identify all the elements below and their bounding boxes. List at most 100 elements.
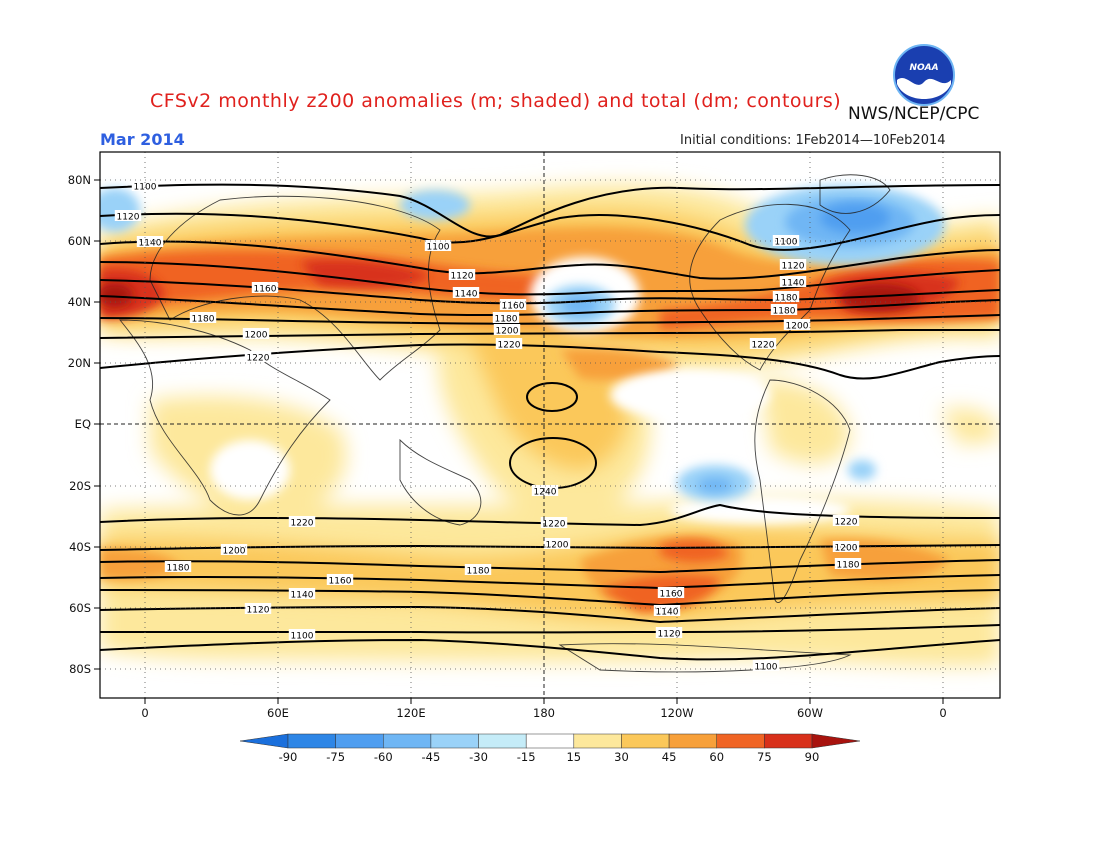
contour-label: 1220 (247, 354, 270, 364)
contour-label-bg (779, 259, 807, 270)
initial-conditions: Initial conditions: 1Feb2014—10Feb2014 (680, 133, 946, 148)
contour-label: 1200 (835, 544, 858, 554)
contour-label: 1160 (502, 302, 525, 312)
contour-label-bg (772, 235, 800, 246)
contour-label: 1120 (658, 630, 681, 640)
agency-label: NWS/NCEP/CPC (848, 104, 980, 124)
colorbar-label: -90 (279, 750, 298, 764)
contour-label-bg (770, 304, 798, 315)
lon-label: 0 (939, 706, 946, 720)
contour-label: 1160 (254, 285, 277, 295)
contour-label: 1120 (451, 272, 474, 282)
latitude-labels: 80N 60N 40N 20N EQ 20S 40S 60S 80S (68, 173, 91, 676)
contour-label: 1180 (467, 567, 490, 577)
lat-label: EQ (75, 417, 91, 431)
colorbar-label: 15 (566, 750, 581, 764)
contour-label-bg (448, 269, 476, 280)
contour-label: 1140 (782, 279, 805, 289)
lon-label: 60E (267, 706, 289, 720)
colorbar-label: -30 (469, 750, 488, 764)
contour-label: 1100 (291, 632, 314, 642)
contour-label: 1100 (755, 663, 778, 673)
contour-label-bg (136, 236, 164, 247)
colorbar-label: 90 (805, 750, 820, 764)
colorbar-swatch (478, 733, 527, 749)
colorbar-swatch (525, 733, 575, 749)
contour-label: 1140 (139, 239, 162, 249)
contour-label-bg (493, 324, 521, 335)
contour-label: 1180 (192, 315, 215, 325)
contour-label: 1220 (543, 520, 566, 530)
contour-label: 1240 (534, 488, 557, 498)
contour-label-bg (244, 603, 272, 614)
contour-label-bg (495, 338, 523, 349)
longitude-labels: 0 60E 120E 180 120W 60W 0 (141, 706, 946, 720)
contour-label-bg (326, 574, 354, 585)
contour-label: 1220 (498, 341, 521, 351)
contour-label: 1220 (835, 518, 858, 528)
colorbar-swatch (430, 733, 479, 749)
contour-label-bg (779, 276, 807, 287)
contour-label-bg (189, 312, 217, 323)
contour-label-bg (242, 328, 270, 339)
colorbar-swatch (573, 733, 622, 749)
contour-label: 1180 (837, 561, 860, 571)
colorbar-label: -60 (374, 750, 393, 764)
contour-label: 1120 (247, 606, 270, 616)
colorbar-swatch (716, 733, 765, 749)
colorbar-label: 30 (614, 750, 629, 764)
contour-label-bg (244, 351, 272, 362)
contour-label-bg (288, 588, 316, 599)
contour-label-bg (131, 180, 159, 191)
contour-label-bg (288, 516, 316, 527)
contour-label: 1220 (291, 519, 314, 529)
colorbar-arrow-right (811, 733, 861, 749)
noaa-logo: NOAA (893, 44, 955, 106)
lat-label: 40S (69, 540, 91, 554)
contour-label-bg (657, 587, 685, 598)
contour-label-bg (653, 605, 681, 616)
lat-label: 60S (69, 601, 91, 615)
lat-label: 20N (68, 356, 91, 370)
colorbar-swatch (621, 733, 670, 749)
contour-label: 1100 (427, 243, 450, 253)
lat-label: 20S (69, 479, 91, 493)
contour-label: 1200 (786, 322, 809, 332)
contour-label-bg (499, 299, 527, 310)
contour-label: 1200 (223, 547, 246, 557)
lon-label: 120E (396, 706, 425, 720)
contour-label-bg (749, 338, 777, 349)
lat-label: 40N (68, 295, 91, 309)
colorbar-swatch (764, 733, 813, 749)
contour-label: 1160 (329, 577, 352, 587)
contour-label: 1200 (496, 327, 519, 337)
contour-label-bg (832, 541, 860, 552)
contour-label-bg (832, 515, 860, 526)
colorbar-swatch (335, 733, 384, 749)
contour-label: 1120 (117, 213, 140, 223)
contour-label: 1100 (775, 238, 798, 248)
contour-label: 1120 (782, 262, 805, 272)
contour-label-bg (424, 240, 452, 251)
lon-label: 60W (797, 706, 823, 720)
height-contours (100, 183, 1000, 661)
contour-label: 1140 (455, 290, 478, 300)
contour-label: 1220 (752, 341, 775, 351)
contour-label: 1180 (773, 307, 796, 317)
contour-label: 1180 (495, 315, 518, 325)
contour-label-bg (834, 558, 862, 569)
contour-label: 1140 (291, 591, 314, 601)
contour-label-bg (164, 561, 192, 572)
contour-label: 1140 (656, 608, 679, 618)
contour-label-bg (452, 287, 480, 298)
colorbar-label: 75 (757, 750, 772, 764)
colorbar-label: -75 (326, 750, 345, 764)
contour-label: 1180 (167, 564, 190, 574)
contour-label-bg (655, 627, 683, 638)
colorbar-label: -15 (517, 750, 536, 764)
logo-text: NOAA (909, 63, 938, 73)
contour-label-bg (752, 660, 780, 671)
contour-label-bg (543, 538, 571, 549)
contour-label-bg (772, 291, 800, 302)
